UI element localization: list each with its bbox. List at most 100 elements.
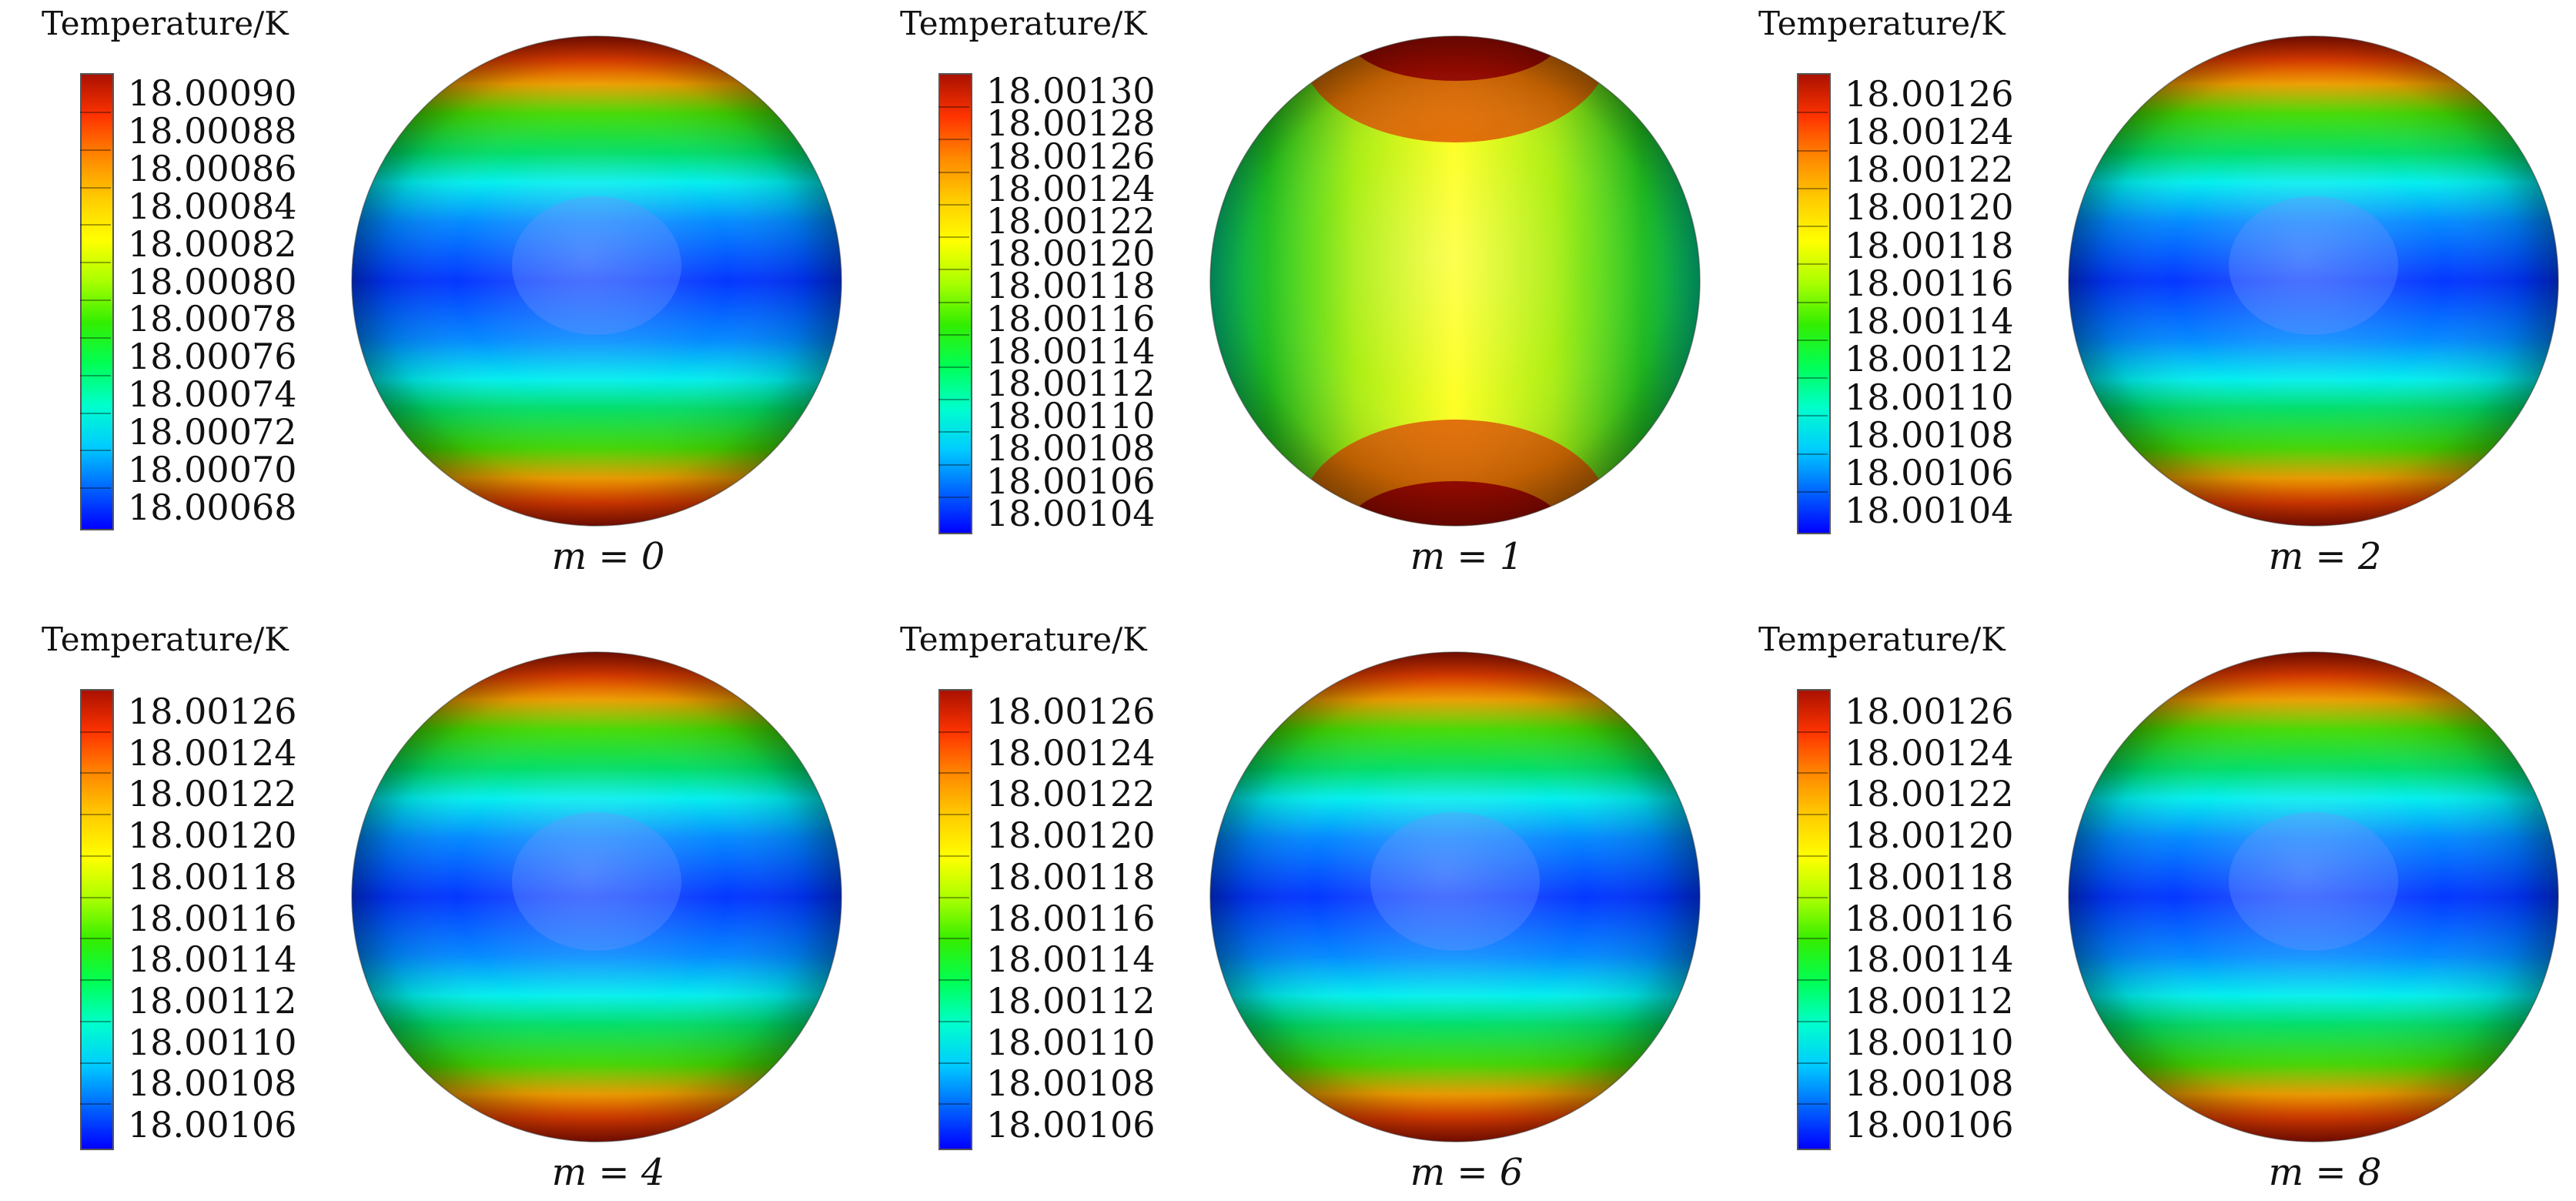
colorbar-tick-mark — [80, 299, 111, 301]
colorbar-tick-label: 18.00112 — [986, 979, 1156, 1022]
colorbar-tick-mark — [938, 772, 969, 774]
colorbar-tick-mark — [80, 224, 111, 226]
panel-caption: m = 2 — [2268, 535, 2382, 578]
colorbar-tick-mark — [938, 938, 969, 940]
colorbar-tick-label: 18.00112 — [986, 363, 1156, 405]
colorbar-tick-mark — [938, 203, 969, 206]
colorbar-tick-label: 18.00126 — [1845, 72, 2014, 115]
colorbar-tick-mark — [1797, 979, 1828, 982]
colorbar-tick-mark — [938, 979, 969, 982]
colorbar-tick-label: 18.00110 — [128, 1021, 297, 1063]
colorbar-tick-mark — [938, 269, 969, 271]
colorbar-tick-label: 18.00126 — [1845, 690, 2014, 732]
colorbar-tick-label: 18.00124 — [128, 731, 297, 774]
colorbar-tick-label: 18.00088 — [128, 110, 297, 152]
colorbar-tick-label: 18.00122 — [1845, 149, 2014, 191]
colorbar-tick-mark — [938, 431, 969, 433]
colorbar-tick-mark — [80, 814, 111, 816]
colorbar-tick-label: 18.00120 — [986, 815, 1156, 857]
colorbar-tick-mark — [938, 301, 969, 303]
colorbar-tick-mark — [938, 731, 969, 733]
colorbar-tick-label: 18.00124 — [1845, 110, 2014, 152]
colorbar-tick-label: 18.00116 — [986, 897, 1156, 939]
colorbar-tick-mark — [80, 186, 111, 189]
colorbar-tick-label: 18.00128 — [986, 102, 1156, 145]
colorbar-tick-label: 18.00072 — [128, 410, 297, 453]
colorbar-tick-label: 18.00120 — [986, 233, 1156, 275]
colorbar-tick-mark — [80, 1062, 111, 1064]
colorbar-tick-label: 18.00124 — [986, 167, 1156, 209]
colorbar-tick-mark — [80, 450, 111, 452]
colorbar — [938, 689, 972, 1150]
colorbar-tick-label: 18.00078 — [128, 298, 297, 340]
colorbar-tick-label: 18.00120 — [1845, 186, 2014, 229]
colorbar-tick-mark — [80, 412, 111, 414]
colorbar-tick-mark — [80, 374, 111, 376]
temperature-sphere — [2068, 35, 2559, 527]
colorbar-title: Temperature/K — [1758, 621, 2006, 658]
colorbar-tick-mark — [1797, 263, 1828, 266]
panel-caption: m = 8 — [2268, 1151, 2382, 1194]
colorbar-tick-label: 18.00118 — [1845, 224, 2014, 266]
colorbar-tick-mark — [938, 814, 969, 816]
colorbar-tick-mark — [80, 855, 111, 857]
colorbar-tick-mark — [938, 496, 969, 498]
colorbar-tick-mark — [1797, 938, 1828, 940]
colorbar-title: Temperature/K — [1758, 5, 2006, 42]
colorbar-tick-label: 18.00110 — [986, 1021, 1156, 1063]
colorbar-tick-label: 18.00118 — [986, 855, 1156, 898]
colorbar-tick-label: 18.00114 — [128, 938, 297, 981]
colorbar-tick-label: 18.00124 — [1845, 731, 2014, 774]
colorbar-tick-label: 18.00114 — [1845, 300, 2014, 343]
colorbar-tick-mark — [80, 979, 111, 982]
colorbar-tick-label: 18.00070 — [128, 448, 297, 490]
colorbar-tick-label: 18.00074 — [128, 373, 297, 416]
colorbar-title: Temperature/K — [900, 5, 1147, 42]
colorbar-tick-mark — [938, 1020, 969, 1022]
colorbar-tick-mark — [1797, 1020, 1828, 1022]
colorbar-tick-label: 18.00118 — [128, 855, 297, 898]
temperature-sphere — [351, 651, 842, 1142]
colorbar — [1797, 689, 1831, 1150]
colorbar-tick-mark — [80, 938, 111, 940]
colorbar-tick-mark — [938, 896, 969, 898]
colorbar-tick-label: 18.00112 — [128, 979, 297, 1022]
colorbar-tick-mark — [80, 772, 111, 774]
colorbar-title: Temperature/K — [42, 5, 289, 42]
colorbar-tick-label: 18.00122 — [986, 773, 1156, 815]
colorbar-tick-mark — [938, 399, 969, 401]
colorbar-tick-mark — [80, 336, 111, 339]
colorbar-tick-mark — [1797, 814, 1828, 816]
colorbar-tick-label: 18.00080 — [128, 260, 297, 303]
colorbar-tick-label: 18.00120 — [1845, 815, 2014, 857]
colorbar-tick-mark — [1797, 731, 1828, 733]
colorbar-tick-mark — [80, 896, 111, 898]
colorbar-tick-mark — [80, 487, 111, 490]
colorbar-tick-label: 18.00108 — [1845, 413, 2014, 456]
colorbar-tick-label: 18.00076 — [128, 336, 297, 378]
colorbar-tick-mark — [1797, 453, 1828, 455]
colorbar-tick-mark — [1797, 187, 1828, 189]
panel-caption: m = 6 — [1410, 1151, 1524, 1194]
panel-caption: m = 0 — [551, 535, 665, 578]
colorbar-tick-label: 18.00114 — [986, 330, 1156, 372]
colorbar-tick-mark — [1797, 112, 1828, 114]
colorbar-tick-mark — [1797, 377, 1828, 379]
temperature-sphere — [1209, 35, 1701, 527]
colorbar — [1797, 73, 1831, 534]
colorbar-tick-label: 18.00120 — [128, 815, 297, 857]
colorbar-tick-label: 18.00068 — [128, 486, 297, 528]
colorbar-tick-label: 18.00084 — [128, 185, 297, 227]
colorbar-tick-label: 18.00126 — [986, 690, 1156, 732]
colorbar-tick-mark — [938, 236, 969, 239]
colorbar-tick-label: 18.00106 — [128, 1104, 297, 1146]
colorbar-tick-mark — [1797, 1062, 1828, 1064]
colorbar-tick-label: 18.00114 — [986, 938, 1156, 981]
colorbar-tick-mark — [1797, 339, 1828, 341]
colorbar — [80, 689, 114, 1150]
colorbar-tick-label: 18.00108 — [128, 1062, 297, 1105]
colorbar-tick-mark — [938, 139, 969, 141]
colorbar-tick-mark — [80, 149, 111, 151]
temperature-sphere — [1209, 651, 1701, 1142]
colorbar-tick-label: 18.00086 — [128, 148, 297, 190]
